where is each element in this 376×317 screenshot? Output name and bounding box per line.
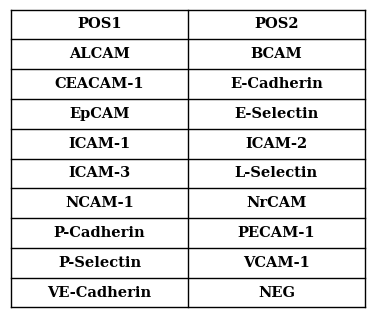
Text: POS2: POS2 <box>254 17 299 31</box>
Text: NCAM-1: NCAM-1 <box>65 196 134 210</box>
Text: ICAM-1: ICAM-1 <box>68 137 131 151</box>
Text: VE-Cadherin: VE-Cadherin <box>48 286 152 300</box>
Text: ALCAM: ALCAM <box>69 47 130 61</box>
Text: ICAM-3: ICAM-3 <box>68 166 131 180</box>
Text: P-Selectin: P-Selectin <box>58 256 141 270</box>
Text: PECAM-1: PECAM-1 <box>238 226 315 240</box>
Text: P-Cadherin: P-Cadherin <box>54 226 146 240</box>
Text: ICAM-2: ICAM-2 <box>245 137 308 151</box>
Text: CEACAM-1: CEACAM-1 <box>55 77 144 91</box>
Text: VCAM-1: VCAM-1 <box>243 256 310 270</box>
Text: BCAM: BCAM <box>250 47 302 61</box>
Text: NEG: NEG <box>258 286 295 300</box>
Text: EpCAM: EpCAM <box>70 107 130 121</box>
Text: E-Cadherin: E-Cadherin <box>230 77 323 91</box>
Text: E-Selectin: E-Selectin <box>234 107 318 121</box>
Text: L-Selectin: L-Selectin <box>235 166 318 180</box>
Text: POS1: POS1 <box>77 17 122 31</box>
Text: NrCAM: NrCAM <box>246 196 306 210</box>
